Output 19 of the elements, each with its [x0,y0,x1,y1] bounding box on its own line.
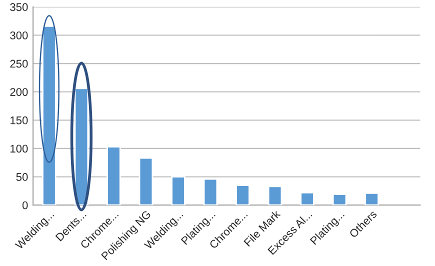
bar [203,178,218,206]
y-tick-label: 100 [10,144,28,153]
bar [236,184,250,206]
bar [268,186,282,206]
y-tick-label: 300 [10,31,28,40]
y-tick-label: 0 [22,201,28,210]
bar [171,176,186,206]
y-tick-label: 200 [10,88,28,96]
y-tick-label: 50 [16,173,28,181]
bar [42,25,56,206]
bar [106,146,121,206]
bar [364,192,379,206]
bar [300,192,314,206]
y-tick-label: 150 [10,116,28,124]
bar [332,194,347,206]
y-tick-label: 350 [10,3,28,12]
bar [74,88,89,206]
bar [138,157,154,206]
y-tick-label: 250 [10,60,28,68]
